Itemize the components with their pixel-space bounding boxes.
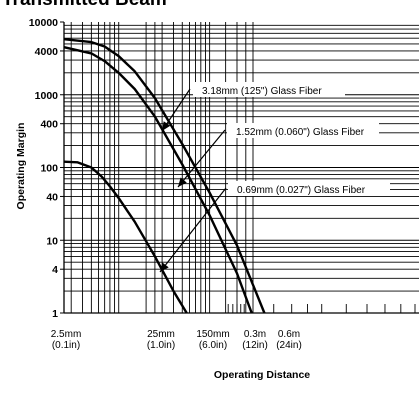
x-tick-label: 2.5mm bbox=[51, 329, 82, 340]
series-line-2 bbox=[63, 46, 253, 314]
grid bbox=[63, 22, 419, 313]
y-axis-label: Operating Margin bbox=[15, 123, 27, 210]
x-axis-label: Operating Distance bbox=[214, 369, 310, 381]
x-tick-sublabel: (12in) bbox=[242, 340, 268, 351]
series-arrowhead bbox=[160, 262, 169, 272]
series-arrowhead bbox=[178, 177, 187, 187]
series-label-bg bbox=[228, 181, 390, 196]
series-line-3 bbox=[63, 160, 188, 314]
series-label: 3.18mm (125") Glass Fiber bbox=[202, 86, 322, 97]
x-tick-sublabel: (24in) bbox=[276, 340, 302, 351]
x-tick-label: 0.3m bbox=[244, 329, 266, 340]
series-label: 1.52mm (0.060") Glass Fiber bbox=[236, 127, 365, 138]
y-tick-label: 4000 bbox=[35, 46, 59, 58]
series-line-1 bbox=[63, 38, 266, 314]
x-tick-label: 150mm bbox=[196, 329, 229, 340]
x-tick-sublabel: (6.0in) bbox=[199, 340, 227, 351]
series-leader-line bbox=[177, 129, 226, 188]
axes bbox=[60, 21, 419, 314]
labels: 10000 4000 1000 400 100 40 10 4 1 2.5mm(0.1in) 25m… bbox=[15, 17, 390, 381]
y-tick-label: 400 bbox=[40, 119, 58, 131]
series-label: 0.69mm (0.027") Glass Fiber bbox=[237, 185, 366, 196]
y-tick-label: 10 bbox=[46, 235, 58, 247]
series-label-bg bbox=[227, 123, 379, 138]
x-tick-sublabel: (0.1in) bbox=[52, 340, 80, 351]
y-tick-label: 1000 bbox=[35, 90, 59, 102]
series-label-bg bbox=[193, 82, 345, 97]
y-tick-label: 100 bbox=[40, 163, 58, 175]
series-layer bbox=[63, 38, 266, 314]
x-tick-sublabel: (1.0in) bbox=[147, 340, 175, 351]
y-tick-label: 4 bbox=[52, 264, 58, 276]
y-tick-label: 40 bbox=[46, 191, 58, 203]
chart-title: Transmitted Beam bbox=[2, 0, 167, 11]
y-tick-label: 1 bbox=[52, 308, 58, 320]
x-tick-label: 0.6m bbox=[278, 329, 300, 340]
x-tick-label: 25mm bbox=[147, 329, 175, 340]
series-leader-line bbox=[159, 187, 227, 273]
series-arrowhead bbox=[162, 121, 171, 131]
y-tick-label: 10000 bbox=[29, 17, 58, 29]
